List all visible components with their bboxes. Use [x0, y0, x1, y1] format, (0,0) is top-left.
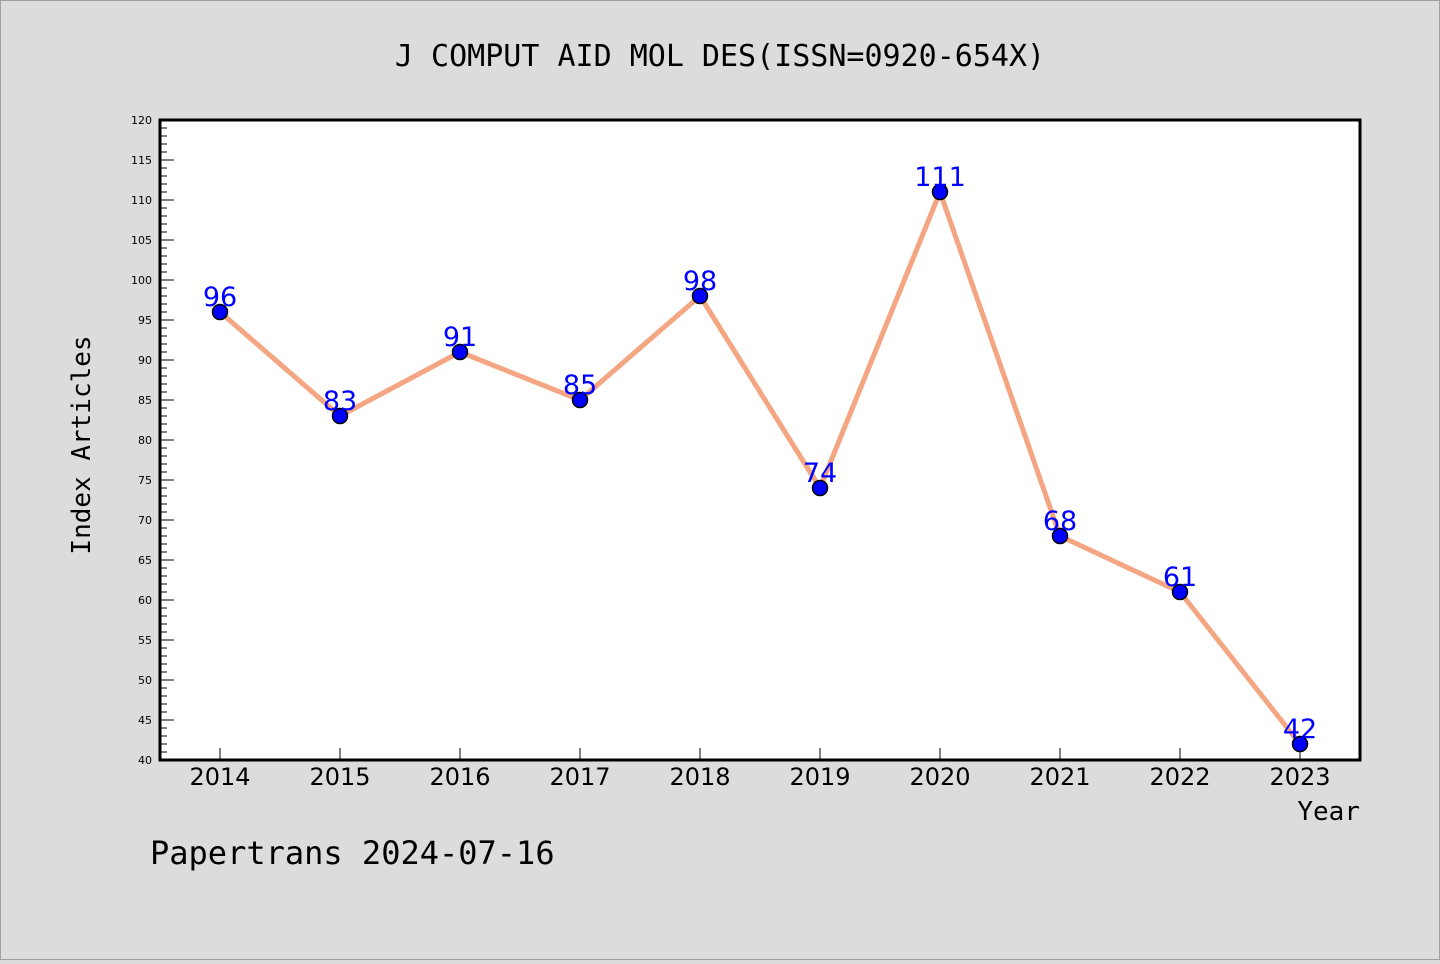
x-tick-label: 2021: [1029, 763, 1090, 791]
x-tick-label: 2014: [189, 763, 250, 791]
y-tick-label: 60: [138, 594, 152, 607]
plot-area: [158, 118, 1362, 762]
data-point: [811, 479, 829, 497]
chart-title: J COMPUT AID MOL DES(ISSN=0920-654X): [395, 39, 1045, 74]
data-point: [1291, 735, 1309, 753]
data-label: 61: [1163, 562, 1197, 593]
x-tick-label: 2018: [669, 763, 730, 791]
data-label: 68: [1043, 506, 1077, 537]
data-labels: 96 83 91 85 98 74 111 68 61 42: [203, 162, 1317, 745]
x-tick-label: 2022: [1149, 763, 1210, 791]
data-label: 91: [443, 322, 477, 353]
x-tick-label: 2015: [309, 763, 370, 791]
y-tick-label: 100: [131, 274, 152, 287]
data-point: [331, 407, 349, 425]
y-tick-label: 85: [138, 394, 152, 407]
data-point: [571, 391, 589, 409]
x-tick-label: 2020: [909, 763, 970, 791]
y-tick-label: 105: [131, 234, 152, 247]
data-markers: [211, 183, 1309, 753]
data-label: 111: [914, 162, 966, 193]
data-point: [211, 303, 229, 321]
y-tick-label: 40: [138, 754, 152, 767]
x-axis-ticks: 2014 2015 2016 2017 2018 2019 2020 2021 2022 2023: [189, 748, 1331, 791]
data-label: 74: [803, 458, 837, 489]
data-label: 42: [1283, 714, 1317, 745]
data-label: 85: [563, 370, 597, 401]
y-tick-label: 50: [138, 674, 152, 687]
x-tick-label: 2017: [549, 763, 610, 791]
data-label: 96: [203, 282, 237, 313]
y-tick-label: 90: [138, 354, 152, 367]
series-line: [217, 189, 1303, 747]
y-tick-label: 80: [138, 434, 152, 447]
data-point: [1171, 583, 1189, 601]
y-tick-label: 115: [131, 154, 152, 167]
y-tick-label: 70: [138, 514, 152, 527]
watermark: Papertrans 2024-07-16: [150, 834, 555, 872]
y-tick-label: 110: [131, 194, 152, 207]
y-tick-label: 75: [138, 474, 152, 487]
y-tick-label: 120: [131, 114, 152, 127]
x-tick-label: 2023: [1269, 763, 1330, 791]
y-axis-ticks: 40 45 50 55 60 65 70 75 80 85 90 95 100 105 110 115 120: [131, 114, 152, 767]
y-tick-label: 95: [138, 314, 152, 327]
x-tick-label: 2019: [789, 763, 850, 791]
data-point: [691, 287, 709, 305]
data-point: [931, 183, 949, 201]
y-tick-label: 65: [138, 554, 152, 567]
y-tick-label: 55: [138, 634, 152, 647]
y-tick-label: 45: [138, 714, 152, 727]
x-tick-label: 2016: [429, 763, 490, 791]
data-label: 98: [683, 266, 717, 297]
y-minor-ticks: [160, 119, 174, 761]
data-point: [451, 343, 469, 361]
data-label: 83: [323, 386, 357, 417]
data-point: [1051, 527, 1069, 545]
y-axis-label: Index Articles: [67, 335, 97, 554]
x-axis-label: Year: [1297, 797, 1360, 827]
